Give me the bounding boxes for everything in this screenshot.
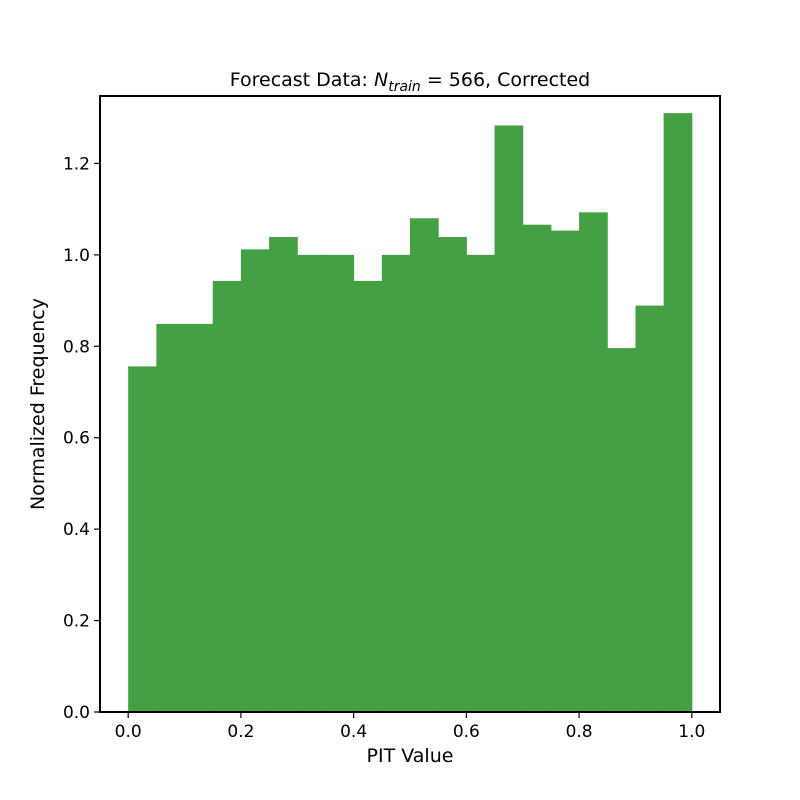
histogram-bar (410, 218, 439, 713)
y-tick-label: 0.2 (63, 612, 90, 632)
y-tick-label: 1.2 (63, 154, 90, 174)
histogram-bar (550, 230, 580, 712)
x-tick-label: 0.6 (453, 722, 480, 742)
histogram-bar (466, 254, 496, 712)
y-tick-label: 0.4 (63, 520, 90, 540)
histogram-bar (494, 125, 524, 712)
y-axis-ticks: 0.0 0.2 0.4 0.6 0.8 1.0 1.2 (63, 154, 100, 723)
histogram-bar (579, 212, 608, 713)
histogram-bar (381, 254, 411, 712)
histogram-bar (128, 366, 157, 712)
x-tick-label: 0.4 (340, 722, 367, 742)
x-axis-ticks: 0.0 0.2 0.4 0.6 0.8 1.0 (115, 712, 705, 742)
histogram-bar (635, 305, 665, 712)
x-tick-label: 0.8 (566, 722, 593, 742)
x-tick-label: 0.2 (227, 722, 254, 742)
histogram-bar (522, 224, 552, 712)
histogram-bars (128, 113, 693, 713)
histogram-bar (156, 323, 186, 712)
histogram-bar (240, 249, 270, 712)
histogram-bar (325, 254, 355, 712)
chart-title-suffix: = 566, Corrected (421, 69, 590, 91)
y-axis-label: Normalized Frequency (27, 298, 49, 510)
histogram-bar (269, 237, 298, 712)
histogram-bar (297, 254, 326, 712)
histogram-bar (212, 280, 242, 712)
histogram-bar (184, 323, 214, 712)
histogram-bar (353, 280, 383, 712)
x-tick-label: 0.0 (115, 722, 142, 742)
plot-frame (99, 95, 721, 713)
y-tick-label: 0.0 (63, 703, 90, 723)
histogram-bar (438, 237, 467, 712)
histogram-bar (663, 113, 693, 712)
chart-title-prefix: Forecast Data: (230, 69, 374, 91)
x-axis-label: PIT Value (367, 745, 454, 767)
x-tick-label: 1.0 (678, 722, 705, 742)
y-tick-label: 0.6 (63, 429, 90, 449)
chart-title-subscript: train (388, 79, 421, 95)
y-tick-label: 1.0 (63, 246, 90, 266)
y-tick-label: 0.8 (63, 337, 90, 357)
histogram-bar (607, 348, 636, 712)
chart-title-symbol: N (374, 69, 388, 91)
chart-title: Forecast Data: Ntrain = 566, Corrected (230, 69, 591, 95)
